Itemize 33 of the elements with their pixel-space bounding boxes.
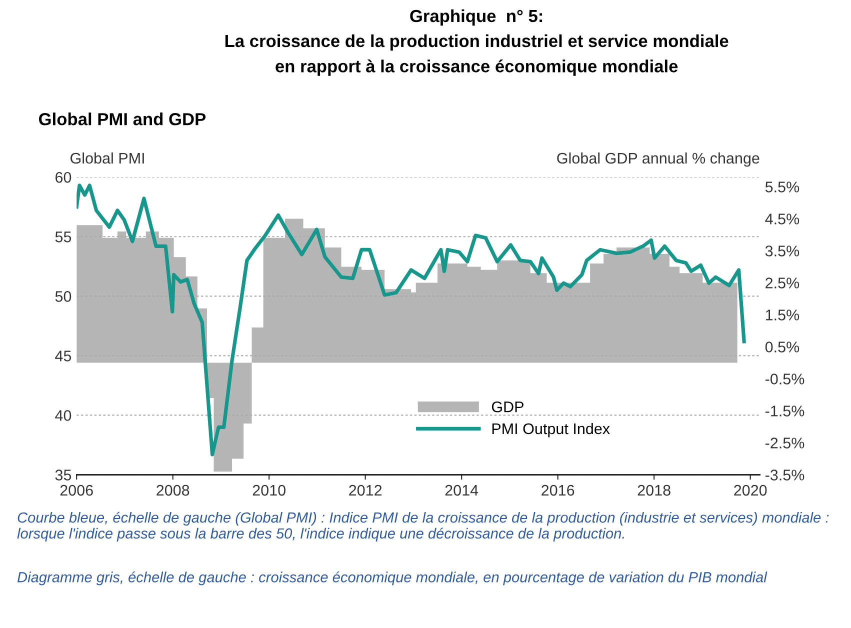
y2-tick-label: -2.5% bbox=[765, 438, 804, 448]
chart-title: Graphique n° 5: La croissance de la production industriel et service mondiale en rapport à la croissance économique mondiale bbox=[225, 9, 728, 76]
y2-tick-label: -3.5% bbox=[765, 470, 804, 480]
text: Courbe bleue, échelle de gauche (Global PMI) : Indice PMI de la croissance de la production (industrie et services) mondiale : lorsque l'indice passe sous la barre des 50, l'indice indique une décroissance de la production. bbox=[17, 512, 829, 542]
x-tick-label: 2016 bbox=[542, 484, 574, 496]
y2-tick-label: 2.5% bbox=[766, 278, 800, 288]
y-tick-label: 40 bbox=[55, 410, 72, 421]
y2-tick-label: 4.5% bbox=[765, 214, 800, 224]
chart-subtitle: Global PMI and GDP bbox=[39, 112, 206, 126]
y2-tick-label: 3.5% bbox=[765, 246, 800, 256]
y-tick-label: 45 bbox=[55, 350, 72, 362]
y2-tick-label: 0.5% bbox=[765, 342, 800, 352]
y-axis-title: Global PMI bbox=[70, 152, 144, 164]
y-tick-label: 50 bbox=[55, 291, 72, 302]
legend-label: GDP bbox=[492, 401, 524, 412]
x-tick-label: 2014 bbox=[445, 484, 478, 496]
x-tick-label: 2020 bbox=[734, 484, 767, 496]
x-tick-label: 2018 bbox=[638, 484, 670, 496]
legend-label: PMI Output Index bbox=[492, 422, 610, 438]
line-series bbox=[76, 184, 746, 456]
text: Diagramme gris, échelle de gauche : croissance économique mondiale, en pourcentage de variation du PIB mondial bbox=[17, 571, 768, 586]
x-tick-label: 2006 bbox=[60, 484, 93, 496]
x-tick-label: 2008 bbox=[156, 484, 190, 496]
y2-tick-label: 5.5% bbox=[765, 182, 800, 192]
y2-tick-label: -0.5% bbox=[765, 374, 804, 384]
y2-axis-title: Global GDP annual % change bbox=[557, 152, 760, 167]
y-tick-label: 55 bbox=[55, 232, 72, 242]
y-tick-label: 35 bbox=[55, 470, 72, 480]
x-tick-label: 2010 bbox=[252, 484, 286, 496]
x-tick-label: 2012 bbox=[349, 484, 382, 496]
y2-tick-label: -1.5% bbox=[765, 406, 804, 416]
y2-tick-label: 1.5% bbox=[766, 310, 800, 320]
y-tick-label: 60 bbox=[56, 172, 72, 183]
